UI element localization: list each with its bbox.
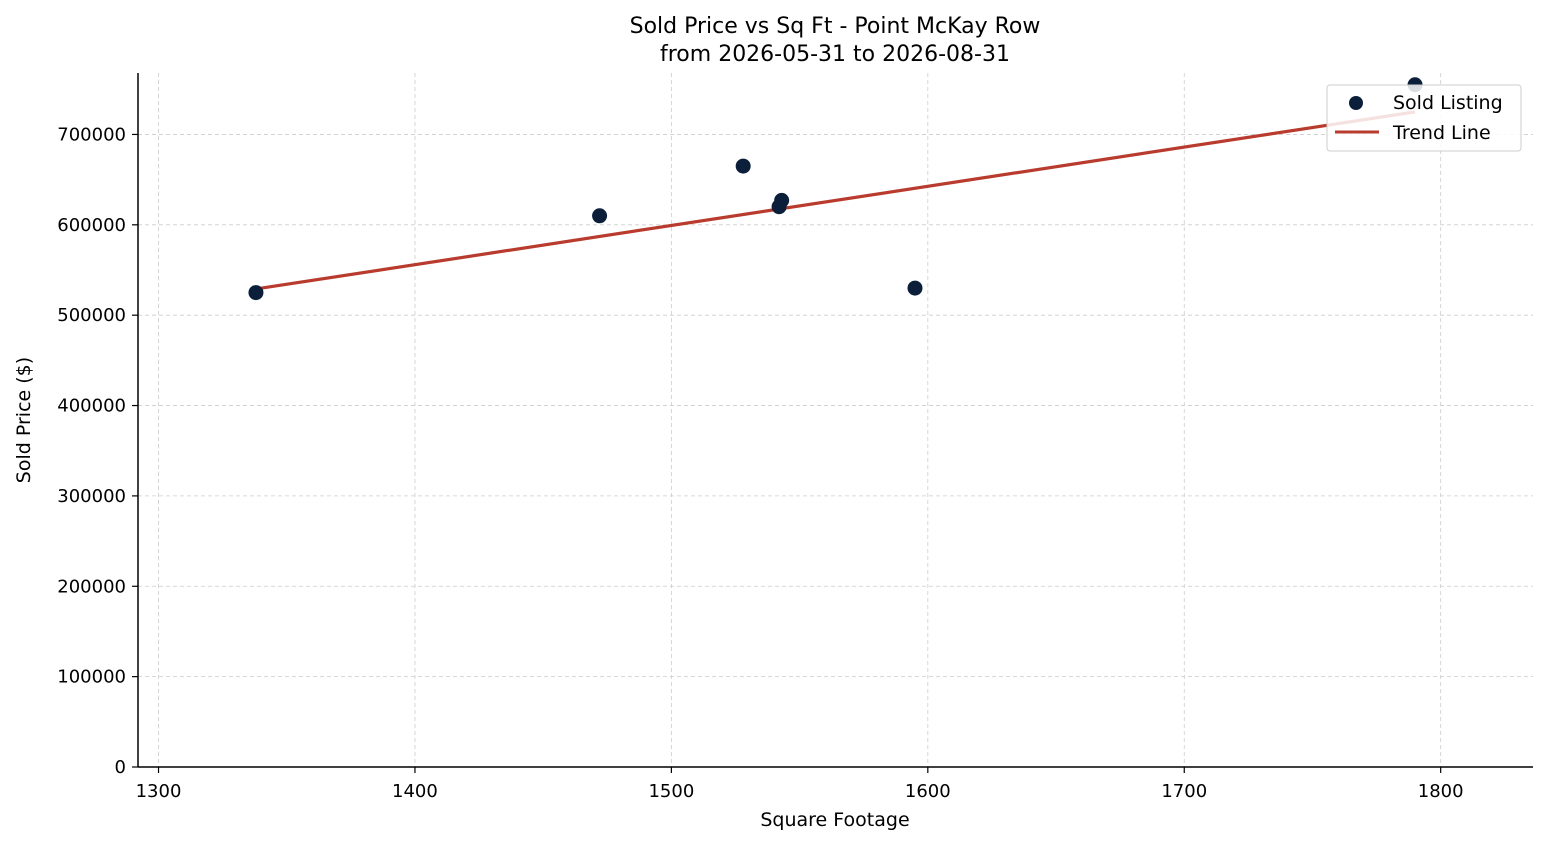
x-tick-label: 1500: [648, 781, 694, 802]
sold-listing-point: [592, 208, 608, 224]
chart-title: Sold Price vs Sq Ft - Point McKay Row: [630, 14, 1041, 39]
x-tick-label: 1800: [1418, 781, 1464, 802]
y-tick-label: 200000: [57, 576, 126, 597]
sold-listing-point: [907, 280, 923, 296]
y-tick-label: 500000: [57, 305, 126, 326]
sold-listing-point: [248, 285, 264, 301]
x-tick-label: 1400: [392, 781, 438, 802]
plot-marks: [248, 77, 1423, 301]
legend: Sold Listing Trend Line: [1326, 84, 1522, 152]
y-tick-label: 700000: [57, 124, 126, 145]
x-tick-label: 1700: [1161, 781, 1207, 802]
x-tick-label: 1600: [905, 781, 951, 802]
y-axis-label: Sold Price ($): [13, 357, 35, 483]
legend-label-sold-listing: Sold Listing: [1393, 92, 1503, 114]
y-tick-label: 600000: [57, 215, 126, 236]
legend-label-trend-line: Trend Line: [1392, 122, 1491, 144]
sold-listing-point: [735, 158, 751, 174]
legend-box: [1326, 84, 1522, 152]
legend-marker-sold-listing: [1349, 96, 1363, 110]
y-tick-label: 400000: [57, 396, 126, 417]
y-tick-label: 300000: [57, 486, 126, 507]
x-axis-label: Square Footage: [760, 809, 909, 831]
grid: [138, 73, 1533, 768]
x-tick-label: 1300: [136, 781, 182, 802]
chart-subtitle: from 2026-05-31 to 2026-08-31: [660, 42, 1010, 67]
y-tick-label: 100000: [57, 667, 126, 688]
trend-line: [255, 110, 1416, 291]
sold-listing-point: [774, 192, 790, 208]
y-tick-label: 0: [115, 757, 126, 778]
axis-ticks: 1300 1400 1500 1600 1700 1800 0 100000 200000 300…: [57, 124, 1463, 802]
